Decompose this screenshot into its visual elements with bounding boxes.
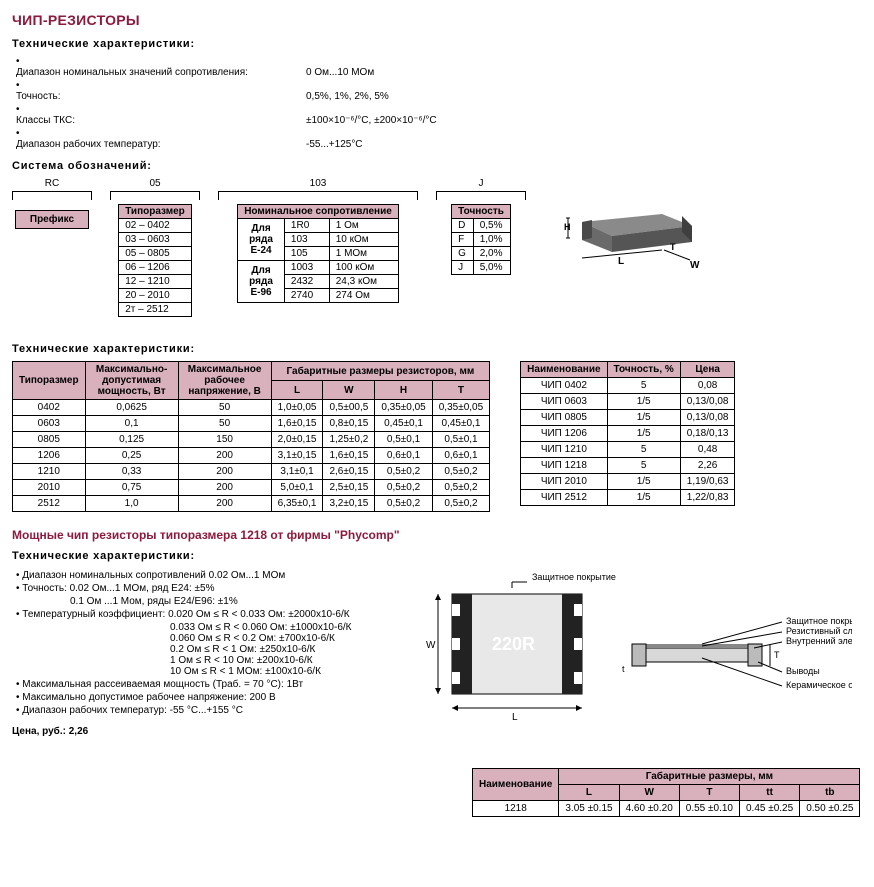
spec-item: Точность:0,5%, 1%, 2%, 5%	[16, 80, 862, 102]
svg-text:T: T	[670, 242, 676, 252]
svg-text:T: T	[774, 650, 780, 660]
page-title: ЧИП-РЕЗИСТОРЫ	[12, 12, 862, 28]
phycomp-specs-header: Технические характеристики:	[12, 550, 862, 562]
specs-header-2: Технические характеристики:	[12, 343, 862, 355]
svg-text:Резистивный слой: Резистивный слой	[786, 626, 852, 636]
svg-text:Керамическое основание: Керамическое основание	[786, 680, 852, 690]
prefix-box: Префикс	[15, 210, 89, 229]
system-header: Система обозначений:	[12, 160, 862, 172]
nominal-table: Номинальное сопротивлениеДлярядаЕ-241R01…	[237, 204, 399, 303]
size-table: Типоразмер02 – 040203 – 060305 – 080506 …	[118, 204, 192, 317]
phycomp-indent-line: 0.1 Ом ...1 Мом, ряды Е24/Е96: ±1%	[70, 596, 392, 607]
spec-item: Диапазон рабочих температур:-55...+125°C	[16, 128, 862, 150]
svg-text:L: L	[512, 712, 518, 723]
price-table: НаименованиеТочность, %ЦенаЧИП 040250,08…	[520, 361, 735, 506]
sys-code-rc: RC	[45, 178, 59, 189]
svg-text:220R: 220R	[492, 634, 535, 654]
svg-text:Защитное покрытие: Защитное покрытие	[532, 572, 616, 582]
sys-code-05: 05	[149, 178, 160, 189]
svg-text:W: W	[426, 640, 436, 651]
spec-item: Диапазон номинальных значений сопротивле…	[16, 56, 862, 78]
phycomp-specs: Диапазон номинальных сопротивлений 0.02 …	[12, 568, 392, 737]
specs-header-1: Технические характеристики:	[12, 38, 862, 50]
svg-text:Выводы: Выводы	[786, 666, 820, 676]
sys-code-103: 103	[310, 178, 327, 189]
sys-code-j: J	[479, 178, 484, 189]
dimensions-table: ТипоразмерМаксимально-допустимая мощност…	[12, 361, 490, 512]
svg-text:Внутренний электрод: Внутренний электрод	[786, 636, 852, 646]
svg-text:t: t	[622, 664, 625, 674]
svg-text:L: L	[618, 256, 624, 267]
accuracy-table: ТочностьD0,5%F1,0%G2,0%J5,0%	[451, 204, 511, 275]
svg-text:H: H	[564, 222, 571, 232]
phycomp-dim-table: НаименованиеГабаритные размеры, ммLWTttt…	[472, 768, 860, 817]
specs-list-1: Диапазон номинальных значений сопротивле…	[12, 56, 862, 150]
phycomp-diagram: Защитное покрытие 220R W	[412, 568, 860, 817]
phycomp-title: Мощные чип резисторы типоразмера 1218 от…	[12, 528, 862, 542]
designation-system: RC Префикс 05 Типоразмер02 – 040203 – 06…	[12, 178, 862, 317]
svg-text:W: W	[690, 260, 700, 271]
price-line: Цена, руб.: 2,26	[12, 726, 392, 737]
tk-label: Температурный коэффициент:	[22, 609, 165, 620]
svg-text:Защитное покрытие: Защитное покрытие	[786, 616, 852, 626]
chip-3d-icon: H L T W	[564, 192, 704, 275]
spec-item: Классы ТКС:±100×10⁻⁶/°C, ±200×10⁻⁶/°C	[16, 104, 862, 126]
